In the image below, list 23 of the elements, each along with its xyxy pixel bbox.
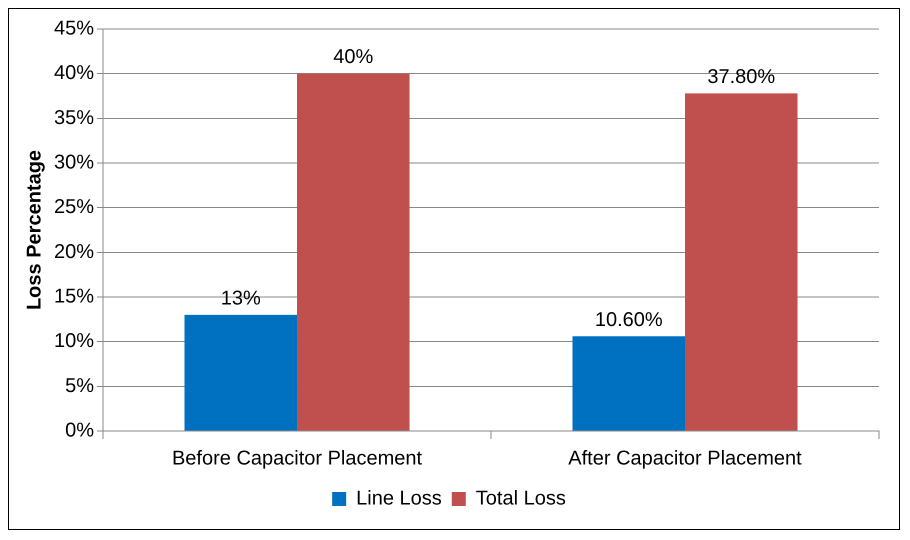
y-tick-label: 0% [65,420,94,442]
y-tick-label: 40% [54,62,94,84]
y-tick-label: 5% [65,374,94,397]
data-label: 10.60% [594,308,663,331]
data-label: 37.80% [707,66,776,88]
legend-label: Total Loss [476,488,566,510]
y-tick-label: 35% [54,106,94,129]
legend-label: Line Loss [356,488,442,510]
x-tick-label: Before Capacitor Placement [172,448,423,470]
bar [297,74,410,430]
y-tick-label: 15% [54,286,94,308]
y-tick-label: 45% [54,18,94,40]
bar [184,314,298,430]
bar [685,93,798,430]
y-tick-label: 10% [54,330,94,352]
y-axis-title: Loss Percentage [24,150,46,310]
data-label: 40% [333,46,374,68]
y-tick-label: 30% [54,152,94,174]
y-tick-label: 25% [54,196,94,218]
y-tick-label: 20% [54,240,94,263]
x-tick-label: After Capacitor Placement [568,448,802,470]
data-label: 13% [220,287,261,310]
bar [572,336,686,430]
